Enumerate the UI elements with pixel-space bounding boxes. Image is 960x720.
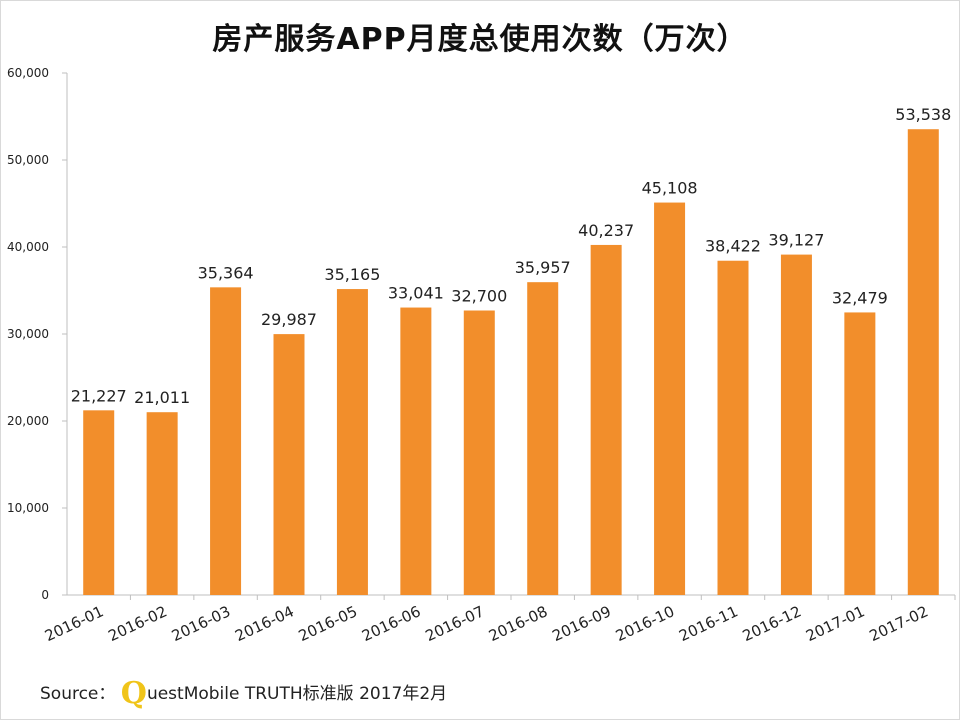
bar-value-label: 53,538 — [895, 105, 951, 124]
bar-value-label: 21,011 — [134, 388, 190, 407]
y-tick-label: 30,000 — [7, 327, 49, 341]
bar-value-label: 40,237 — [578, 221, 634, 240]
bar-value-label: 29,987 — [261, 310, 317, 329]
bar — [907, 129, 939, 595]
x-tick-label: 2016-02 — [105, 602, 169, 645]
bar — [463, 310, 495, 595]
bar-value-label: 35,165 — [324, 265, 380, 284]
x-tick-label: 2016-06 — [359, 602, 423, 645]
bar-value-label: 38,422 — [705, 237, 761, 256]
y-tick-label: 10,000 — [7, 501, 49, 515]
questmobile-q-logo: Q — [120, 676, 147, 711]
x-tick-label: 2017-02 — [867, 602, 931, 645]
bar-value-label: 32,479 — [832, 288, 888, 307]
bar-value-label: 35,364 — [198, 263, 254, 282]
chart-title: 房产服务APP月度总使用次数（万次） — [212, 22, 748, 57]
source-prefix: Source： — [40, 684, 116, 704]
x-tick-label: 2017-01 — [803, 602, 867, 645]
bar — [336, 289, 368, 595]
y-tick-label: 50,000 — [7, 153, 49, 167]
x-tick-label: 2016-03 — [169, 602, 233, 645]
y-tick-label: 20,000 — [7, 414, 49, 428]
x-tick-label: 2016-01 — [42, 602, 106, 645]
x-tick-label: 2016-04 — [232, 602, 296, 645]
bar-value-label: 45,108 — [642, 179, 698, 198]
bar — [844, 312, 876, 595]
bar — [717, 260, 749, 595]
source-note: Source： QuestMobile TRUTH标准版 2017年2月 — [40, 676, 447, 711]
bar — [780, 254, 812, 595]
bar — [527, 282, 559, 595]
y-tick-label: 0 — [41, 588, 49, 602]
bar-value-label: 32,700 — [451, 287, 507, 306]
x-tick-label: 2016-11 — [676, 602, 740, 645]
x-tick-label: 2016-08 — [486, 602, 550, 645]
x-tick-label: 2016-07 — [423, 602, 487, 645]
x-tick-label: 2016-09 — [549, 602, 613, 645]
bar-value-label: 33,041 — [388, 284, 444, 303]
source-text: uestMobile TRUTH标准版 2017年2月 — [146, 684, 448, 704]
bar — [273, 334, 305, 595]
bar — [590, 244, 622, 595]
x-tick-label: 2016-10 — [613, 602, 677, 645]
bar-value-label: 35,957 — [515, 258, 571, 277]
x-tick-label: 2016-05 — [296, 602, 360, 645]
bar — [210, 287, 242, 595]
bar — [146, 412, 178, 595]
bar-value-label: 21,227 — [71, 386, 127, 405]
y-tick-label: 40,000 — [7, 240, 49, 254]
y-tick-label: 60,000 — [7, 66, 49, 80]
bar — [654, 202, 686, 595]
bar — [83, 410, 115, 595]
bars: 21,227 21,011 35,364 29,987 35,165 33,041 32,7… — [71, 105, 951, 595]
bar-value-label: 39,127 — [768, 231, 824, 250]
bar — [400, 307, 432, 595]
x-tick-label: 2016-12 — [740, 602, 804, 645]
